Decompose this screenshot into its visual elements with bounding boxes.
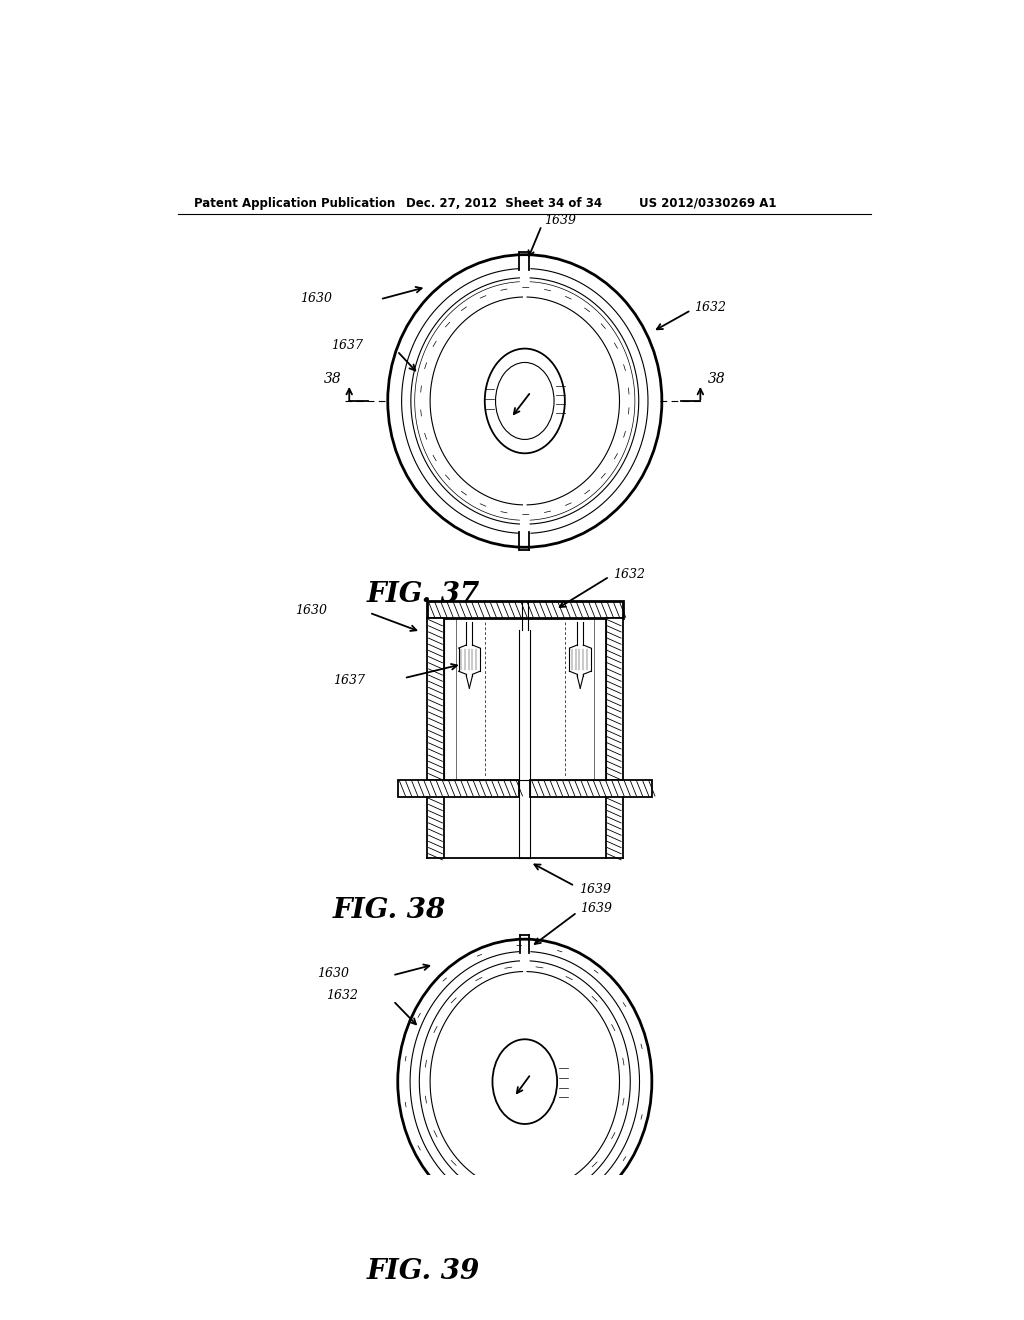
Text: 1639: 1639 (579, 883, 610, 896)
Text: 1637: 1637 (334, 675, 366, 686)
Text: Patent Application Publication: Patent Application Publication (194, 197, 395, 210)
Text: 1637: 1637 (331, 339, 364, 352)
Bar (427, 601, 623, 618)
Bar (530, 780, 652, 797)
Text: FIG. 38: FIG. 38 (333, 898, 445, 924)
Text: FIG. 39: FIG. 39 (367, 1258, 480, 1286)
Text: 1632: 1632 (613, 568, 645, 581)
Text: 38: 38 (708, 372, 726, 387)
Text: 1630: 1630 (295, 603, 327, 616)
Text: 1632: 1632 (326, 989, 357, 1002)
Text: 1632: 1632 (694, 301, 726, 314)
Bar (605, 618, 623, 780)
Text: US 2012/0330269 A1: US 2012/0330269 A1 (639, 197, 776, 210)
Text: 38: 38 (324, 372, 342, 387)
Text: 1630: 1630 (317, 968, 349, 981)
Bar (427, 618, 444, 780)
Bar (397, 780, 519, 797)
Text: FIG. 37: FIG. 37 (367, 582, 480, 609)
Text: 1639: 1639 (544, 214, 577, 227)
Text: 1639: 1639 (581, 902, 612, 915)
Text: Dec. 27, 2012  Sheet 34 of 34: Dec. 27, 2012 Sheet 34 of 34 (407, 197, 602, 210)
Text: 1630: 1630 (300, 292, 333, 305)
